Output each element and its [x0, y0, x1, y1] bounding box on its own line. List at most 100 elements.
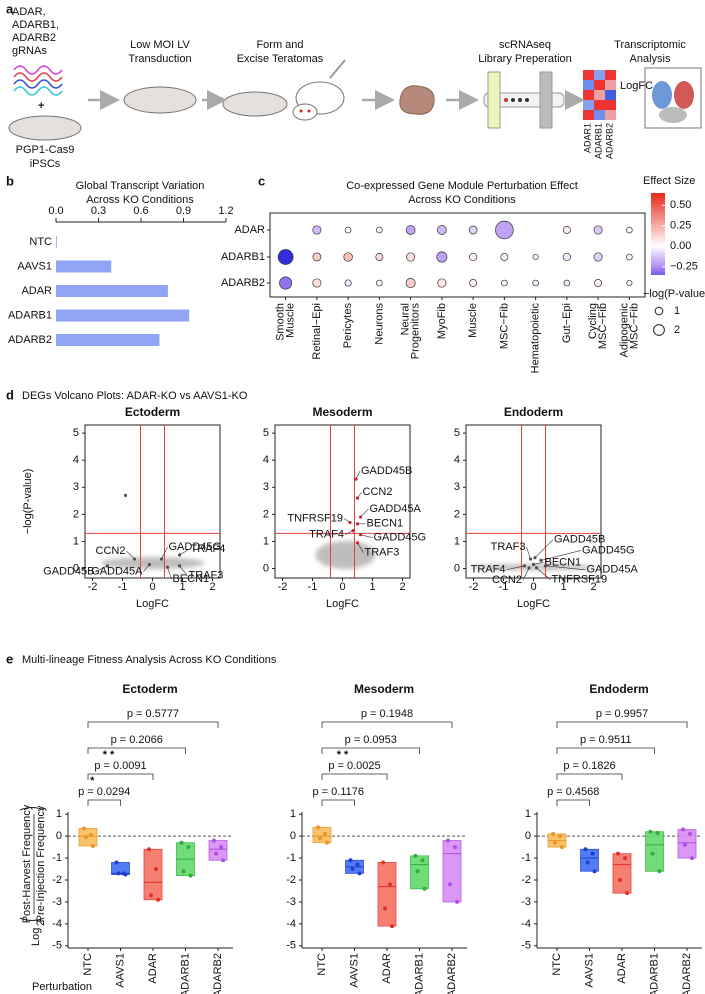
data-point [422, 886, 427, 891]
gene-label: TRAF3 [491, 541, 526, 553]
leader-line [357, 491, 362, 499]
cell-label: PGP1-Cas9 [16, 144, 75, 156]
data-point [650, 851, 655, 856]
gene-label: GADD45B [554, 534, 605, 546]
y-tick-label: -5 [286, 940, 296, 952]
column-label: Gut−Epi [561, 303, 573, 343]
dot [279, 276, 293, 290]
row-label: ADARB2 [221, 277, 265, 289]
significance-bracket [321, 747, 420, 754]
data-point [690, 856, 694, 861]
data-point [355, 862, 360, 867]
dot [532, 253, 539, 261]
box [377, 862, 397, 927]
data-point [181, 869, 186, 874]
step-label: Excise Teratomas [237, 53, 324, 65]
data-point [681, 827, 685, 832]
dot [626, 253, 633, 261]
column-label: MSC−Fib [597, 303, 609, 349]
data-point [186, 845, 191, 850]
heatmap-label: ADARB2 [604, 123, 614, 159]
data-point [221, 858, 225, 863]
x-tick-label: 1 [369, 581, 375, 593]
dot [563, 279, 571, 287]
size-legend-label: 1 [674, 305, 680, 317]
chart-title: Global Transcript Variation [76, 180, 205, 192]
y-tick-label: 0 [263, 562, 269, 574]
chart-title: Ectoderm [122, 682, 177, 696]
p-value-label: p = 0.1948 [361, 708, 413, 720]
x-tick-label: 0 [530, 581, 536, 593]
size-legend-title: −log(P-value) [643, 288, 705, 300]
x-tick-label: 0 [149, 581, 155, 593]
bar [56, 334, 160, 346]
dot [312, 225, 322, 235]
gene-label: TRAF3 [365, 547, 400, 559]
size-legend-dot [654, 306, 664, 316]
dot [406, 252, 416, 262]
heatmap-label: ADAR1 [582, 123, 592, 153]
y-tick-label: 1 [454, 535, 460, 547]
x-tick-label: 2 [209, 581, 215, 593]
data-point [448, 882, 452, 887]
y-tick-label: 3 [454, 481, 460, 493]
gene-label: TRAF4 [309, 529, 344, 541]
leader-line [534, 539, 554, 558]
p-value-label: p = 0.4568 [547, 786, 599, 798]
dot [376, 279, 383, 287]
data-point [214, 851, 218, 856]
grna-squiggle [13, 65, 63, 75]
box [612, 853, 632, 894]
data-point [348, 858, 353, 863]
section-title: DEGs Volcano Plots: ADAR-KO vs AAVS1-KO [22, 390, 248, 402]
section-title: Multi-lineage Fitness Analysis Across KO… [22, 654, 277, 666]
data-point [357, 871, 362, 876]
column-label: Hematopoietic [530, 303, 542, 374]
step-label: Library Preperation [478, 53, 572, 65]
box [580, 848, 599, 872]
panel-label: e [6, 651, 13, 666]
dot [277, 249, 294, 265]
x-axis-label: LogFC [136, 598, 169, 610]
p-value-label: p = 0.9511 [580, 734, 631, 746]
y-tick-label: 0 [290, 830, 296, 842]
data-point [154, 867, 158, 872]
gene-label: TRAF4 [191, 543, 226, 555]
category-label: ADAR [616, 953, 628, 984]
data-point [91, 844, 95, 848]
step-label: Transduction [128, 53, 191, 65]
colorbar [651, 193, 665, 275]
category-label: ADARB2 [446, 953, 458, 994]
data-point [219, 845, 223, 850]
leader-line [343, 518, 351, 523]
x-tick-label: 0 [339, 581, 345, 593]
p-value-label: p = 0.2066 [111, 734, 163, 746]
size-legend-dot [653, 324, 665, 336]
data-point [616, 851, 620, 856]
p-value-label: p = 0.9957 [596, 708, 648, 720]
y-tick-label: 1 [73, 535, 79, 547]
category-label: AAVS1 [114, 953, 126, 988]
ylabel-numerator: Post-Harvest Frequency [21, 804, 33, 923]
category-label: NTC [29, 236, 52, 248]
column-label: Adipogenic [618, 303, 630, 358]
y-tick-label: 4 [73, 454, 79, 466]
chart-title: Across KO Conditions [408, 194, 516, 206]
data-point [553, 840, 557, 845]
dot [312, 252, 322, 262]
gene-label: GADD45B [43, 566, 94, 578]
dot [436, 251, 448, 263]
gene-label: TNFRSF19 [287, 512, 343, 524]
dot [532, 279, 539, 287]
leader-line [143, 564, 150, 572]
box [143, 848, 163, 901]
teratoma-dish [222, 91, 288, 117]
y-tick-label: 0 [454, 562, 460, 574]
grna-squiggle [13, 72, 63, 82]
panel-label: a [6, 1, 14, 16]
leader-line [545, 565, 586, 571]
data-point [159, 557, 164, 561]
dot [376, 226, 383, 234]
data-point [657, 869, 662, 874]
y-axis-label: −log(P-value) [22, 469, 34, 535]
